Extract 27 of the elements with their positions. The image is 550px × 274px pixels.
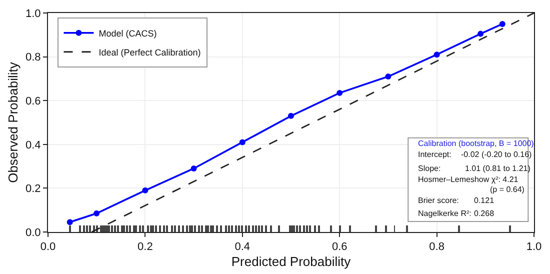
x-tick-label: 0.4 <box>234 241 250 254</box>
y-axis-title: Observed Probability <box>5 62 20 183</box>
legend-label: Model (CACS) <box>98 28 157 38</box>
x-tick-label: 0.6 <box>332 241 348 254</box>
x-tick-label: 0.0 <box>40 241 56 254</box>
annotation: 1.01 (0.81 to 1.21) <box>465 164 531 173</box>
x-axis-title: Predicted Probability <box>231 254 352 269</box>
annotation: (p = 0.64) <box>490 185 525 194</box>
y-tick-label: 0.8 <box>26 52 41 64</box>
y-tick-label: 0.2 <box>26 183 41 196</box>
annotation: Intercept: <box>418 150 452 159</box>
annotation: Calibration (bootstrap, B = 1000) <box>418 139 534 148</box>
y-tick-label: 0.6 <box>26 95 41 108</box>
y-tick-label: 0.0 <box>26 226 41 239</box>
x-tick-label: 0.2 <box>138 241 153 254</box>
annotation: 0.121 <box>474 196 495 205</box>
y-tick-label: 1.0 <box>26 8 41 20</box>
annotation: 0.268 <box>474 209 495 218</box>
annotation: Slope: <box>418 164 441 173</box>
x-tick-label: 1.0 <box>526 241 542 254</box>
legend-label: Ideal (Perfect Calibration) <box>98 47 201 58</box>
y-tick-label: 0.4 <box>26 139 41 152</box>
annotation: Nagelkerke R²: <box>418 209 472 218</box>
annotation: -0.02 (-0.20 to 0.16) <box>461 150 532 159</box>
annotation: Brier score: <box>418 196 459 205</box>
x-tick-label: 0.8 <box>429 241 444 254</box>
annotation: Hosmer–Lemeshow χ²: 4.21 <box>418 175 519 184</box>
